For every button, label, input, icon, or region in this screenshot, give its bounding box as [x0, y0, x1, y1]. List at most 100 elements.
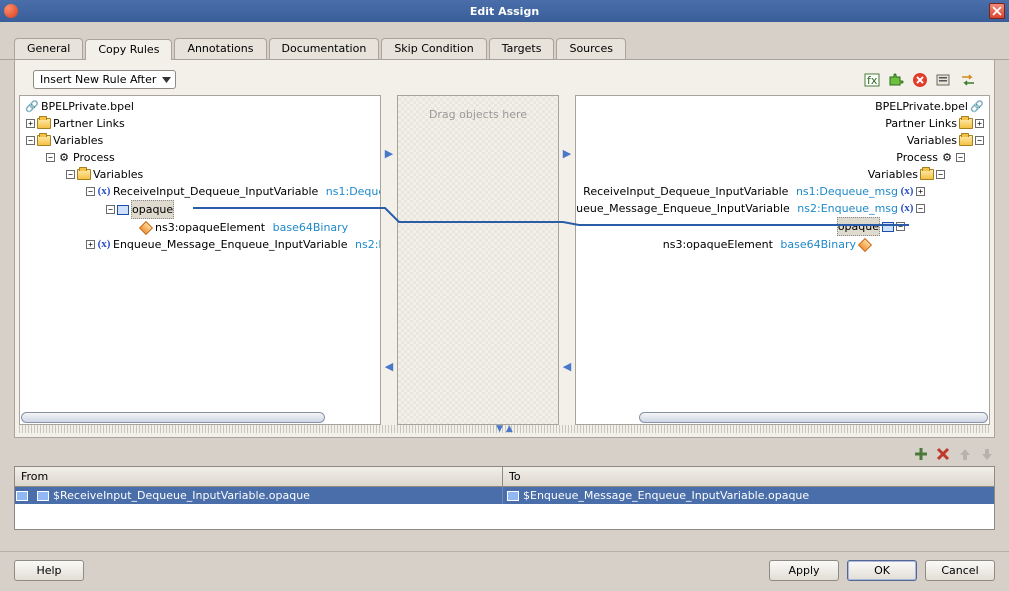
expand-toggle[interactable]: − [936, 170, 945, 179]
folder-icon [37, 135, 51, 146]
expression-icon[interactable]: fx [864, 72, 880, 88]
help-button[interactable]: Help [14, 560, 84, 581]
dropdown-label: Insert New Rule After [40, 73, 156, 86]
expand-toggle[interactable]: − [975, 136, 984, 145]
folder-icon [959, 118, 973, 129]
tree-node[interactable]: ns3:opaqueElement [663, 236, 773, 253]
source-tree[interactable]: 🔗BPELPrivate.bpel + Partner Links − Variab… [19, 95, 381, 425]
element-icon [139, 220, 153, 234]
grid-header: From To [15, 467, 994, 487]
expand-toggle[interactable]: + [975, 119, 984, 128]
rules-grid: From To $ReceiveInput_Dequeue_InputVaria… [14, 466, 995, 530]
folder-icon [37, 118, 51, 129]
close-icon [992, 6, 1002, 16]
move-up-icon[interactable] [957, 446, 973, 462]
selected-node: opaque [131, 200, 174, 219]
tree-node[interactable]: Variables [53, 132, 103, 149]
panel-splitter[interactable]: ▶◀ [563, 95, 571, 425]
tree-node[interactable]: Enqueue_Message_Enqueue_InputVariable [576, 200, 790, 217]
expand-toggle[interactable]: − [916, 204, 925, 213]
expand-toggle[interactable]: − [86, 187, 95, 196]
expand-toggle[interactable]: − [26, 136, 35, 145]
tree-node[interactable]: opaque [132, 201, 173, 218]
resize-grip[interactable]: ▼ ▲ [19, 425, 990, 433]
tab-documentation[interactable]: Documentation [269, 38, 380, 59]
h-scrollbar[interactable] [20, 410, 380, 424]
type-label: base64Binary [273, 219, 349, 236]
tree-node[interactable]: Partner Links [885, 115, 957, 132]
switch-icon[interactable] [960, 72, 976, 88]
rules-table-area: From To $ReceiveInput_Dequeue_InputVaria… [14, 444, 995, 530]
bpel-icon: 🔗 [970, 100, 984, 114]
selected-node: opaque [837, 217, 880, 236]
folder-icon [959, 135, 973, 146]
type-label: ns1:Dequeue_msg [796, 183, 898, 200]
type-label: ns2:E [355, 236, 380, 253]
part-icon [507, 491, 519, 501]
h-scrollbar[interactable] [576, 410, 989, 424]
tree-node[interactable]: BPELPrivate.bpel [41, 98, 134, 115]
tree-node[interactable]: ns3:opaqueElement [155, 219, 265, 236]
tree-node[interactable]: Variables [868, 166, 918, 183]
tree-node[interactable]: Process [73, 149, 115, 166]
table-tools [14, 444, 995, 466]
move-down-icon[interactable] [979, 446, 995, 462]
tree-node[interactable]: Variables [907, 132, 957, 149]
tab-copy-rules[interactable]: Copy Rules [85, 39, 172, 60]
variable-icon: (x) [97, 238, 111, 252]
delete-icon[interactable] [912, 72, 928, 88]
remove-rule-icon[interactable] [935, 446, 951, 462]
expand-toggle[interactable]: + [86, 240, 95, 249]
part-icon [882, 222, 894, 232]
literal-icon[interactable] [936, 72, 952, 88]
panel-splitter[interactable]: ▶◀ [385, 95, 393, 425]
expand-toggle[interactable]: − [106, 205, 115, 214]
expand-toggle[interactable]: − [66, 170, 75, 179]
expand-toggle[interactable]: − [956, 153, 965, 162]
expand-toggle[interactable]: − [46, 153, 55, 162]
process-icon: ⚙ [57, 151, 71, 165]
ok-button[interactable]: OK [847, 560, 917, 581]
tab-annotations[interactable]: Annotations [174, 38, 266, 59]
tab-general[interactable]: General [14, 38, 83, 59]
rule-row[interactable]: $ReceiveInput_Dequeue_InputVariable.opaq… [15, 487, 994, 504]
folder-icon [77, 169, 91, 180]
col-from[interactable]: From [15, 467, 503, 486]
target-tree[interactable]: BPELPrivate.bpel🔗 Partner Links + Variabl… [575, 95, 990, 425]
tree-node[interactable]: ReceiveInput_Dequeue_InputVariable [583, 183, 788, 200]
window-title: Edit Assign [470, 5, 539, 18]
add-rule-icon[interactable] [913, 446, 929, 462]
col-to[interactable]: To [503, 467, 994, 486]
window-close-button[interactable] [989, 3, 1005, 19]
panels: 🔗BPELPrivate.bpel +Partner Links −Variab… [19, 95, 990, 425]
variable-icon: (x) [900, 185, 914, 199]
apply-button[interactable]: Apply [769, 560, 839, 581]
expand-toggle[interactable]: − [896, 222, 905, 231]
tree-node[interactable]: Partner Links [53, 115, 125, 132]
drop-zone[interactable]: Drag objects here [397, 95, 559, 425]
insert-rule-dropdown[interactable]: Insert New Rule After [33, 70, 176, 89]
tree-node[interactable]: Enqueue_Message_Enqueue_InputVariable [113, 236, 348, 253]
expand-toggle[interactable]: + [26, 119, 35, 128]
type-label: base64Binary [780, 236, 856, 253]
tab-targets[interactable]: Targets [489, 38, 555, 59]
tree-node[interactable]: Variables [93, 166, 143, 183]
copy-icon [16, 491, 28, 501]
element-icon [858, 237, 872, 251]
cancel-button[interactable]: Cancel [925, 560, 995, 581]
tab-sources[interactable]: Sources [556, 38, 626, 59]
tree-node[interactable]: ReceiveInput_Dequeue_InputVariable [113, 183, 318, 200]
tree-node[interactable]: opaque [838, 218, 879, 235]
dialog-footer: Help Apply OK Cancel [0, 551, 1009, 591]
type-label: ns2:Enqueue_msg [797, 200, 898, 217]
variable-icon: (x) [900, 202, 914, 216]
tree-node[interactable]: BPELPrivate.bpel [875, 98, 968, 115]
puzzle-icon[interactable] [888, 72, 904, 88]
bpel-icon: 🔗 [25, 100, 39, 114]
tree-node[interactable]: Process [896, 149, 938, 166]
process-icon: ⚙ [940, 151, 954, 165]
folder-icon [920, 169, 934, 180]
tab-skip-condition[interactable]: Skip Condition [381, 38, 486, 59]
expand-toggle[interactable]: + [916, 187, 925, 196]
variable-icon: (x) [97, 185, 111, 199]
